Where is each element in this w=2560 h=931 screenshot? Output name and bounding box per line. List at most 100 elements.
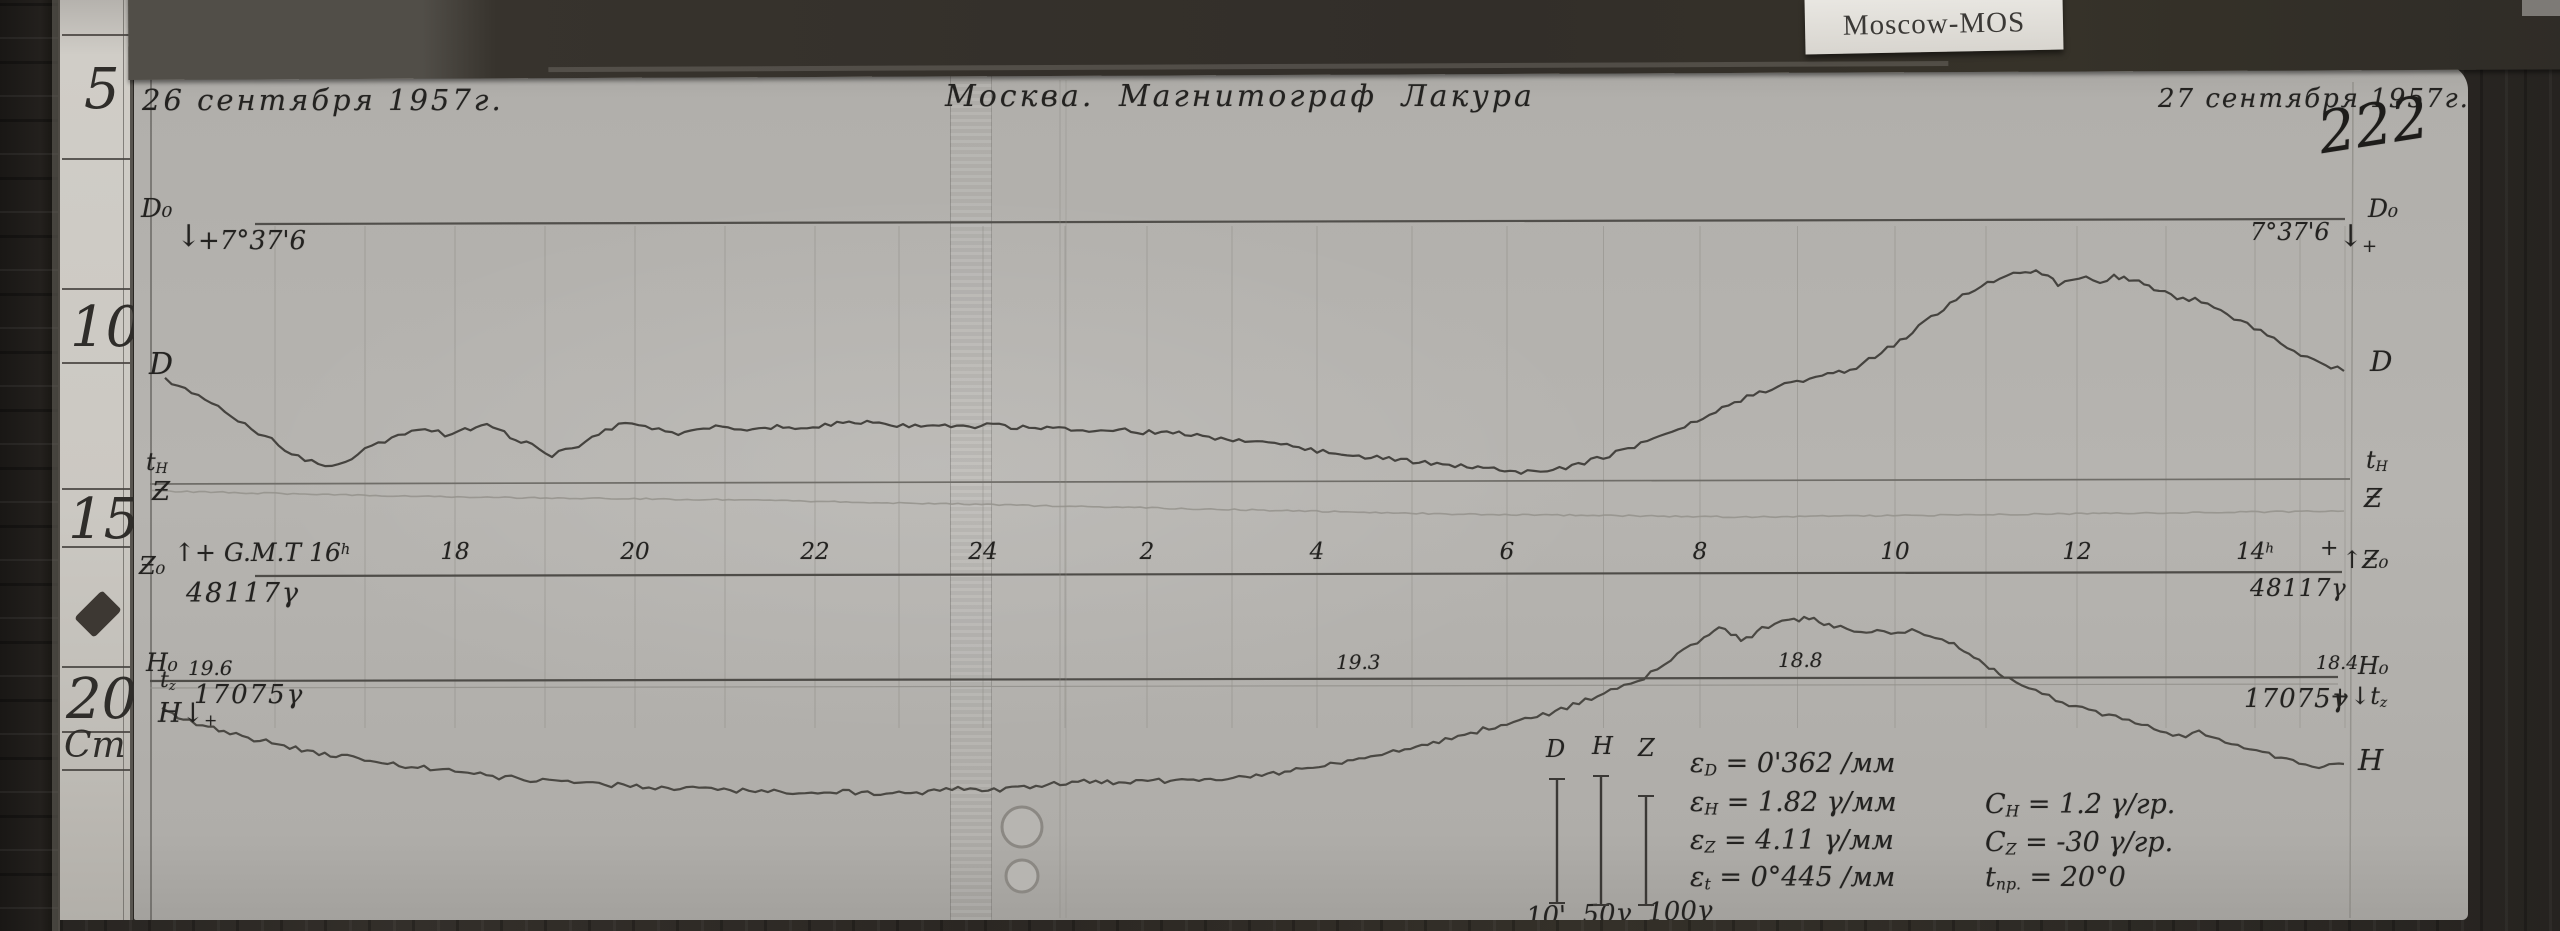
z0-value-right: 48117γ: [2250, 574, 2347, 602]
ruler-division: [62, 546, 130, 548]
ruler-division: [62, 488, 130, 490]
h0-temp-mid-2: 18.8: [1778, 648, 1823, 672]
h0-label-right: H₀: [2358, 652, 2389, 680]
tz-pre: +↓t: [2330, 682, 2380, 710]
h-trace-label-right: H: [2358, 743, 2384, 777]
time-tick-6: 6: [1499, 539, 1515, 565]
wood-edge-highlight: [52, 0, 60, 931]
h0-temp-left: 19.6: [188, 656, 233, 680]
ruler-mark-5: 5: [84, 57, 120, 122]
const-value: = -30 γ/гр.: [2025, 827, 2174, 858]
eps-sym: ε: [1690, 825, 1705, 856]
th-label-right: tH: [2366, 448, 2388, 475]
eps-sub: D: [1704, 760, 1718, 780]
eps-sym: ε: [1690, 862, 1705, 893]
d0-value-right: 7°37'6: [2250, 218, 2330, 246]
tz-base: t: [160, 668, 169, 693]
eps-value: = 1.82 γ/мм: [1726, 787, 1897, 818]
d0-label-left: D₀: [141, 194, 173, 224]
z-trace-label-right: Ƶ: [2364, 484, 2383, 514]
eps-sym: ε: [1690, 748, 1705, 779]
gmt-first-hour: 16: [309, 538, 341, 567]
eps-sub: H: [1704, 799, 1719, 819]
time-tick-8: 8: [1692, 539, 1708, 565]
top-wood-band: [128, 0, 2560, 80]
tz-sub: z: [2379, 695, 2388, 712]
th-label-left: tH: [146, 450, 168, 477]
gmt-block: ↑+ G.M.T 16h: [174, 540, 350, 565]
down-arrow-icon: ↓: [176, 219, 202, 254]
date-left: 26 сентября 1957г.: [142, 83, 504, 117]
h0-temp-mid-1: 19.3: [1336, 650, 1381, 674]
legend-bar-label-H: H: [1592, 732, 1613, 760]
legend-const-tpr: tпр. = 20°0: [1985, 864, 2126, 892]
paper-left-crease: [150, 64, 152, 920]
ruler-division: [62, 769, 130, 771]
ruler-mark-10: 10: [70, 295, 142, 360]
plus-mark: +: [2362, 236, 2378, 257]
legend-bar-label-Z: Z: [1638, 734, 1655, 762]
eps-sub: t: [1704, 874, 1711, 894]
h0-value-left: 17075γ: [194, 680, 305, 710]
h0-temp-right: 18.4: [2316, 652, 2359, 674]
const-value: = 20°0: [2029, 862, 2126, 893]
const-sym: C: [1985, 827, 2006, 858]
tz-label-right: +↓tz: [2330, 684, 2387, 711]
z0-label-left: Ƶ₀: [139, 552, 166, 580]
cm-ruler: 5 10 15 20 Cm: [60, 0, 141, 920]
time-tick-22: 22: [800, 539, 830, 565]
ruler-division: [62, 731, 130, 733]
eps-value: = 4.11 γ/мм: [1723, 825, 1894, 856]
plus-mark: +: [204, 710, 218, 730]
z0-plus-right: +: [2320, 536, 2339, 561]
const-sub: пр.: [1995, 874, 2021, 894]
h0-value-right: 17075γ: [2244, 684, 2349, 714]
eps-sym: ε: [1690, 787, 1705, 818]
th-sub: H: [155, 461, 168, 478]
time-tick-20: 20: [620, 539, 650, 565]
d-trace-label-right: D: [2370, 345, 2393, 378]
ruler-unit-label: Cm: [64, 725, 126, 766]
wood-left-strip: [0, 0, 58, 931]
z0-label-right: ↑Ƶ₀: [2342, 546, 2389, 574]
time-tick-24: 24: [968, 539, 998, 565]
ruler-inner-line: [123, 0, 124, 920]
eps-value: = 0°445 /мм: [1719, 862, 1896, 893]
legend-eps-H: εH = 1.82 γ/мм: [1690, 789, 1897, 817]
const-value: = 1.2 γ/гр.: [2027, 789, 2176, 820]
legend-const-CH: CH = 1.2 γ/гр.: [1985, 791, 2175, 819]
ruler-division: [62, 288, 130, 290]
time-tick-12: 12: [2062, 539, 2092, 565]
d0-value-left: +7°37'6: [198, 226, 307, 256]
station-label-text: Moscow-MOS: [1842, 5, 2026, 42]
legend-eps-t: εt = 0°445 /мм: [1690, 864, 1895, 892]
corner-light-patch: [2522, 0, 2560, 16]
legend-bar-caption: 10' 50γ 100γ: [1525, 895, 1714, 920]
h-trace-label-left: H↓+: [158, 700, 217, 728]
th-base: t: [146, 448, 156, 476]
legend-eps-Z: εZ = 4.11 γ/мм: [1690, 827, 1894, 855]
z0-value-left: 48117γ: [186, 578, 301, 609]
ruler-division: [62, 34, 130, 36]
const-sub: H: [2005, 801, 2020, 821]
tz-label-left: tz: [160, 670, 176, 694]
date-right: 27 сентября 1957г.: [2158, 84, 2470, 114]
th-sub: H: [2375, 459, 2388, 476]
time-tick-2: 2: [1139, 539, 1155, 565]
eps-sub: Z: [1704, 837, 1716, 857]
band-streak: [548, 61, 1949, 73]
gmt-label: G.M.T: [223, 538, 302, 567]
legend-eps-D: εD = 0'362 /мм: [1690, 750, 1895, 778]
station-label: Moscow-MOS: [1804, 0, 2064, 55]
ruler-mark-20: 20: [66, 667, 138, 732]
ruler-division: [62, 158, 130, 160]
d-trace-label-left: D: [149, 347, 174, 382]
time-tick-14: 14h: [2236, 539, 2274, 565]
hour-sup: h: [340, 542, 351, 559]
const-sym: t: [1985, 862, 1996, 893]
ruler-mark-15: 15: [68, 487, 140, 552]
eps-value: = 0'362 /мм: [1725, 748, 1896, 779]
const-sym: C: [1985, 789, 2006, 820]
ruler-diamond-mark: [74, 590, 122, 638]
